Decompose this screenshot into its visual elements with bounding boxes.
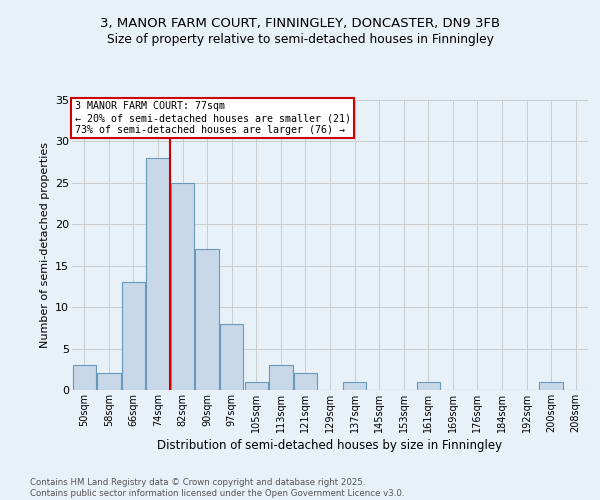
Text: Contains HM Land Registry data © Crown copyright and database right 2025.
Contai: Contains HM Land Registry data © Crown c… xyxy=(30,478,404,498)
X-axis label: Distribution of semi-detached houses by size in Finningley: Distribution of semi-detached houses by … xyxy=(157,439,503,452)
Y-axis label: Number of semi-detached properties: Number of semi-detached properties xyxy=(40,142,50,348)
Bar xyxy=(73,365,96,390)
Bar xyxy=(269,365,293,390)
Text: 3, MANOR FARM COURT, FINNINGLEY, DONCASTER, DN9 3FB: 3, MANOR FARM COURT, FINNINGLEY, DONCAST… xyxy=(100,18,500,30)
Bar xyxy=(196,249,219,390)
Bar xyxy=(171,183,194,390)
Text: Size of property relative to semi-detached houses in Finningley: Size of property relative to semi-detach… xyxy=(107,32,493,46)
Bar xyxy=(97,374,121,390)
Text: 3 MANOR FARM COURT: 77sqm
← 20% of semi-detached houses are smaller (21)
73% of : 3 MANOR FARM COURT: 77sqm ← 20% of semi-… xyxy=(74,102,350,134)
Bar xyxy=(220,324,244,390)
Bar xyxy=(245,382,268,390)
Bar xyxy=(294,374,317,390)
Bar xyxy=(122,282,145,390)
Bar xyxy=(343,382,366,390)
Bar xyxy=(146,158,170,390)
Bar xyxy=(539,382,563,390)
Bar xyxy=(416,382,440,390)
